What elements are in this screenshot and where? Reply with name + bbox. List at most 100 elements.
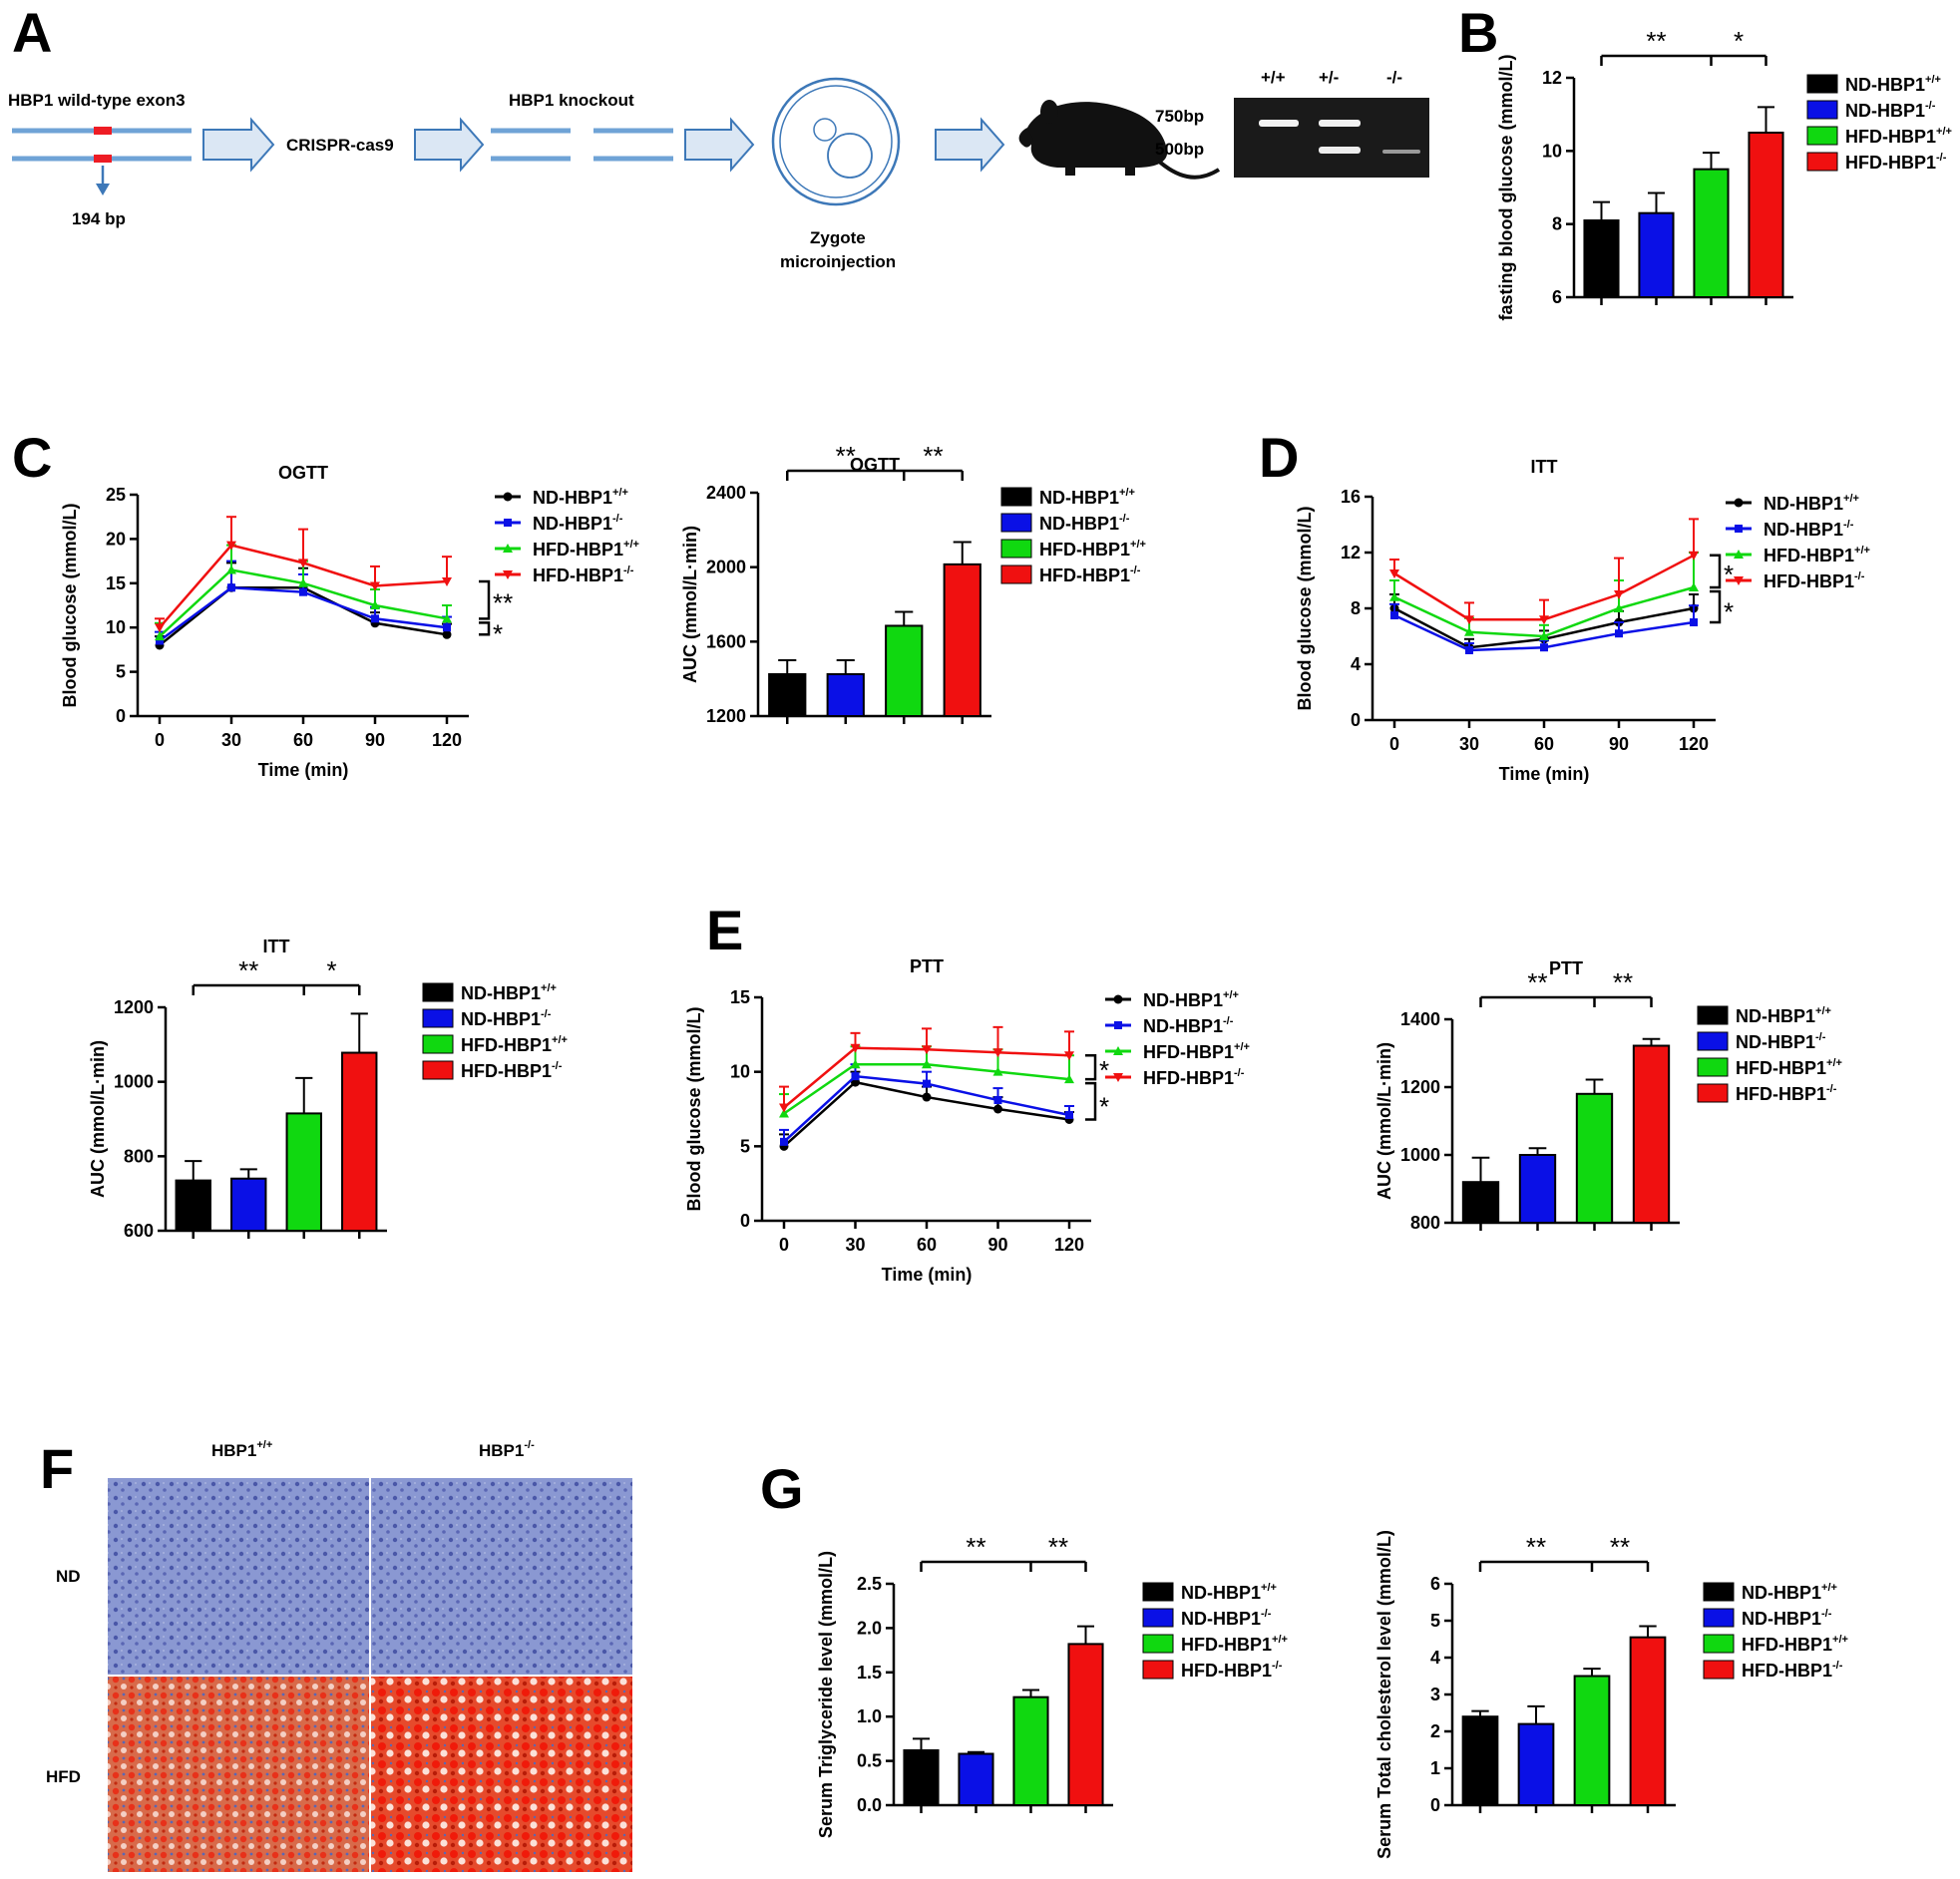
- x-axis-title: Time (min): [1499, 764, 1590, 784]
- bar: [230, 1177, 267, 1232]
- y-tick-label: 1200: [706, 706, 746, 726]
- histology-image-nd-wt: [108, 1478, 369, 1675]
- legend-label: HFD-HBP1-/-: [1181, 1660, 1283, 1681]
- legend-label: ND-HBP1+/+: [1039, 487, 1135, 508]
- data-point: [155, 623, 165, 633]
- x-tick-label: 30: [221, 730, 241, 750]
- y-tick-label: 5: [116, 662, 126, 682]
- data-point: [1689, 582, 1699, 591]
- data-point: [922, 1092, 932, 1102]
- chart-title: OGTT: [278, 463, 328, 483]
- data-point: [1464, 626, 1474, 636]
- knockout-label: HBP1 knockout: [509, 91, 634, 110]
- legend-label: HFD-HBP1+/+: [1181, 1634, 1288, 1655]
- data-point: [1734, 576, 1744, 585]
- legend-swatch: [1806, 74, 1838, 94]
- data-point: [299, 587, 307, 596]
- data-point: [503, 492, 513, 502]
- data-point: [922, 1059, 932, 1069]
- data-point: [226, 564, 236, 574]
- x-tick-label: 0: [155, 730, 165, 750]
- arrow-icon: [202, 117, 275, 173]
- data-point: [1615, 629, 1623, 638]
- legend-label: ND-HBP1-/-: [1039, 513, 1130, 534]
- schematic-a: HBP1 wild-type exon3 194 bp CRISPR-cas9 …: [8, 68, 1429, 271]
- y-tick-label: 0.0: [857, 1795, 882, 1815]
- x-tick-label: 120: [1054, 1235, 1084, 1255]
- legend-swatch: [1142, 1660, 1174, 1680]
- significance-bracket: [1710, 554, 1722, 589]
- y-tick-label: 25: [106, 485, 126, 505]
- chart-title: ITT: [1531, 457, 1558, 477]
- data-point: [370, 600, 380, 609]
- legend-label: ND-HBP1-/-: [1764, 519, 1854, 540]
- data-point: [993, 1104, 1002, 1114]
- legend-swatch: [1697, 1057, 1729, 1077]
- data-point: [1113, 1073, 1123, 1082]
- wildtype-label: HBP1 wild-type exon3: [8, 91, 186, 110]
- histology-image-hfd-ko: [371, 1677, 632, 1872]
- y-axis-title: Blood glucose (mmol/L): [684, 1006, 704, 1211]
- bar: [885, 624, 924, 718]
- significance-label: **: [923, 441, 943, 471]
- data-point: [1065, 1110, 1073, 1119]
- significance-label: *: [1099, 1091, 1109, 1121]
- y-tick-label: 6: [1430, 1574, 1440, 1594]
- legend-swatch: [1000, 564, 1032, 584]
- y-axis-title: AUC (mmol/L·min): [1374, 1042, 1394, 1200]
- data-point: [1389, 569, 1399, 578]
- bar: [1012, 1695, 1049, 1806]
- bar: [1518, 1154, 1557, 1224]
- x-tick-label: 60: [1534, 734, 1554, 754]
- legend-label: HFD-HBP1+/+: [1845, 126, 1952, 147]
- x-tick-label: 60: [917, 1235, 937, 1255]
- legend-swatch: [1703, 1582, 1735, 1602]
- data-point: [1539, 631, 1549, 640]
- data-point: [155, 631, 165, 641]
- legend-label: HFD-HBP1+/+: [1742, 1634, 1848, 1655]
- data-point: [1114, 1021, 1122, 1029]
- bar: [1632, 1044, 1671, 1225]
- y-tick-label: 2: [1430, 1721, 1440, 1741]
- panel-letter-g: G: [760, 1457, 804, 1520]
- legend-swatch: [1142, 1608, 1174, 1628]
- data-point: [851, 1072, 860, 1081]
- data-point: [780, 1137, 788, 1146]
- data-point: [779, 1103, 789, 1113]
- bar: [943, 563, 981, 717]
- bar: [285, 1112, 322, 1233]
- data-point: [298, 559, 308, 568]
- x-tick-label: 120: [1679, 734, 1709, 754]
- significance-label: **: [1048, 1532, 1068, 1562]
- data-point: [850, 1059, 861, 1069]
- arrow-down-icon: [96, 184, 110, 195]
- arrow-icon: [414, 117, 485, 173]
- legend-label: HFD-HBP1-/-: [1845, 152, 1947, 173]
- chart-d-itt: 0 4 8 12 16 Blood glucose (mmol/L) 0 30 60 90 120 T…: [1295, 457, 1870, 784]
- panel-letter-c: C: [12, 426, 52, 489]
- legend-label: ND-HBP1+/+: [533, 487, 628, 508]
- x-tick-label: 0: [1389, 734, 1399, 754]
- bar: [903, 1748, 940, 1806]
- legend-swatch: [1000, 513, 1032, 533]
- y-tick-label: 10: [730, 1062, 750, 1082]
- legend-label: HFD-HBP1+/+: [1039, 539, 1146, 560]
- significance-bracket: [1085, 1081, 1097, 1121]
- legend-swatch: [1697, 1083, 1729, 1103]
- bar: [1748, 132, 1784, 298]
- y-tick-label: 3: [1430, 1685, 1440, 1704]
- bar: [1575, 1092, 1614, 1225]
- y-tick-label: 0: [116, 706, 126, 726]
- x-tick-label: 120: [432, 730, 462, 750]
- y-tick-label: 1600: [706, 631, 746, 651]
- x-axis-title: Time (min): [882, 1265, 973, 1285]
- data-point: [992, 1048, 1003, 1058]
- genotype-label-het: +/-: [1319, 68, 1339, 87]
- legend-label: ND-HBP1+/+: [1736, 1005, 1831, 1026]
- legend-label: ND-HBP1+/+: [1764, 493, 1859, 514]
- y-axis-title: Blood glucose (mmol/L): [1295, 506, 1315, 710]
- y-tick-label: 5: [1430, 1611, 1440, 1631]
- data-point: [442, 629, 452, 639]
- significance-label: **: [1613, 967, 1633, 997]
- y-tick-label: 2400: [706, 483, 746, 503]
